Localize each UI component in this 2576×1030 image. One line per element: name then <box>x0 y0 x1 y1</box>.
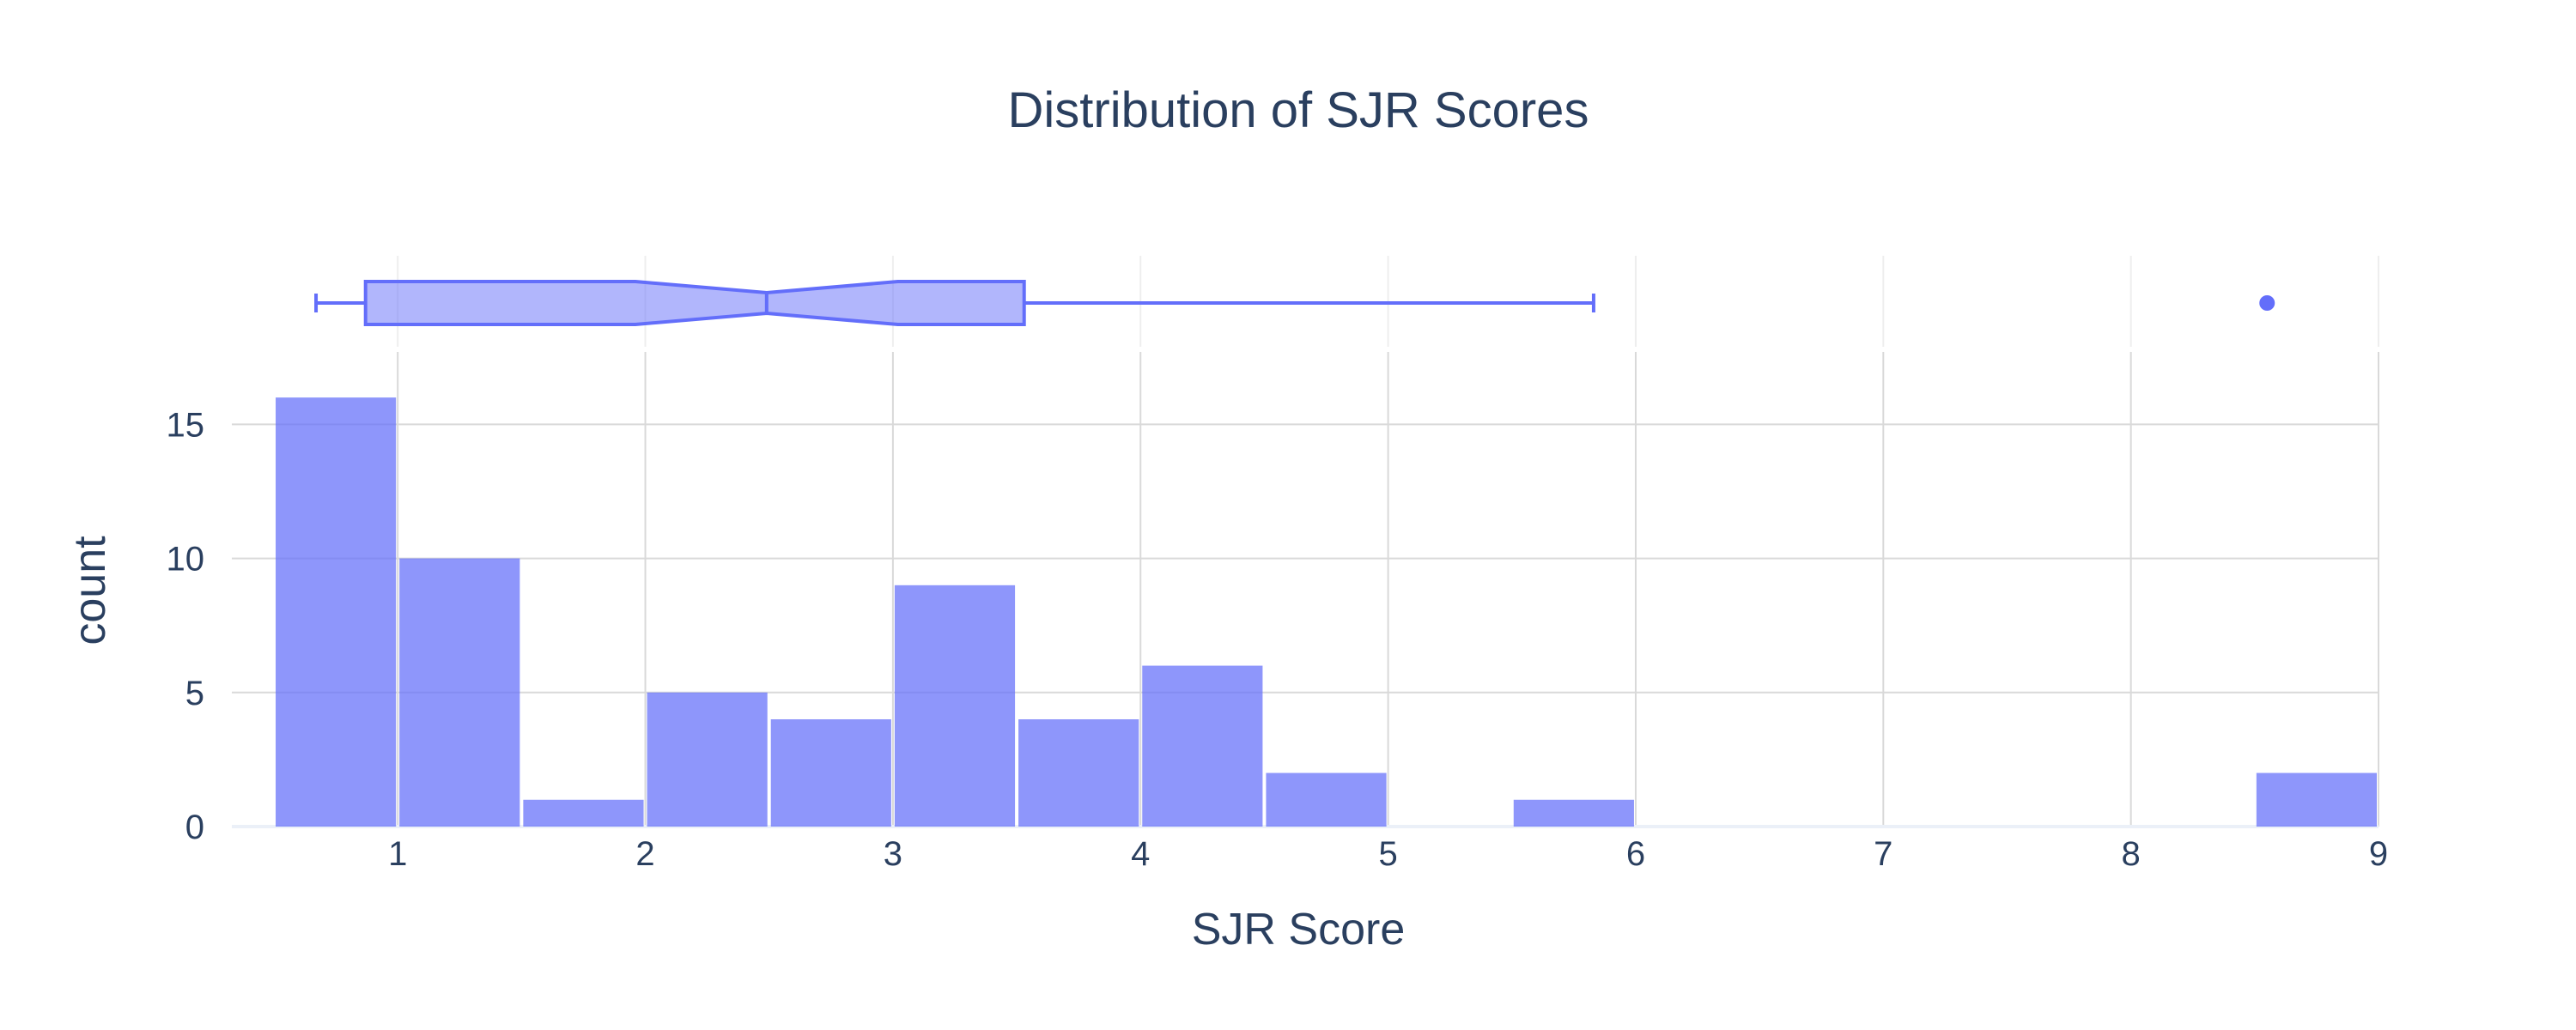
x-tick-label: 5 <box>1378 835 1397 873</box>
x-tick-label: 1 <box>388 835 407 873</box>
histogram-bar <box>1266 772 1387 827</box>
marginal-box-plot <box>314 280 2275 326</box>
histogram-bar <box>770 719 891 827</box>
x-tick-label: 8 <box>2122 835 2141 873</box>
grid-layer <box>232 256 2379 828</box>
histogram-bar <box>894 585 1016 827</box>
x-tick-label: 6 <box>1626 835 1645 873</box>
y-tick-label: 10 <box>167 541 205 579</box>
histogram-bar <box>276 397 397 827</box>
chart-title: Distribution of SJR Scores <box>1008 82 1589 138</box>
y-tick-label: 5 <box>185 675 204 712</box>
histogram-bar <box>523 799 644 827</box>
histogram-bar <box>647 692 768 827</box>
x-axis-title: SJR Score <box>1192 905 1406 954</box>
histogram-bar <box>1018 719 1139 827</box>
y-axis-title: count <box>65 536 115 645</box>
bar-layer <box>276 397 2377 827</box>
x-tick-label: 2 <box>635 835 654 873</box>
histogram-bar <box>2256 772 2377 827</box>
y-tick-label: 0 <box>185 809 204 846</box>
tick-labels: 1 2 3 4 5 6 7 8 9 0 5 10 15 <box>167 406 2389 873</box>
x-tick-label: 4 <box>1131 835 1150 873</box>
box-body <box>363 280 1026 326</box>
histogram-bar <box>1142 665 1263 827</box>
y-tick-label: 15 <box>167 406 205 444</box>
histogram-bar <box>399 558 520 827</box>
outlier-point <box>2259 295 2275 311</box>
x-tick-label: 7 <box>1874 835 1893 873</box>
x-tick-label: 9 <box>2369 835 2388 873</box>
x-tick-label: 3 <box>884 835 902 873</box>
histogram-bar <box>1513 799 1634 827</box>
